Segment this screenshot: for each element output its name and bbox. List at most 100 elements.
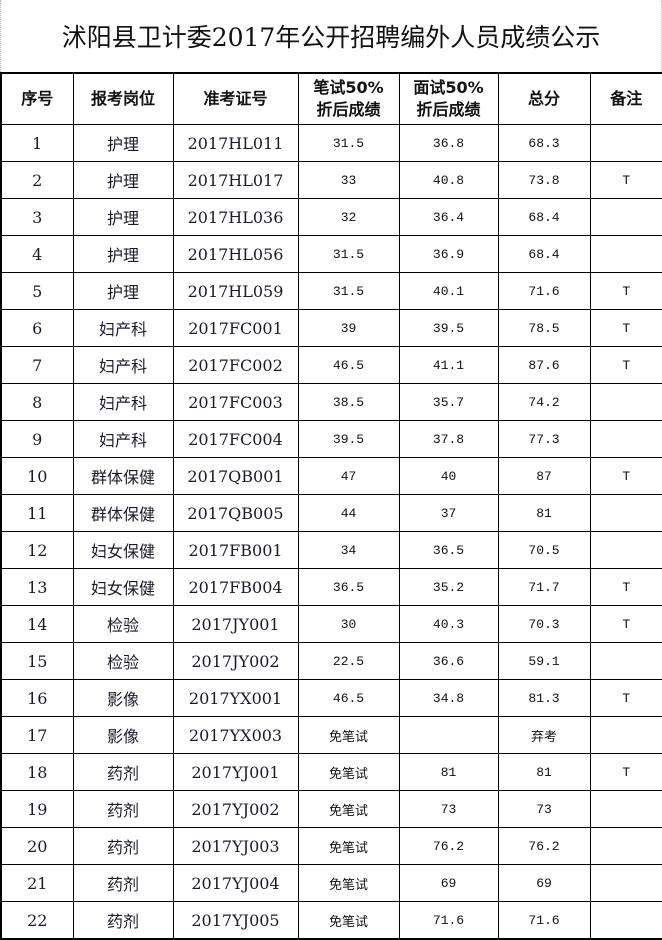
header-written-score: 笔试50% 折后成绩 <box>297 72 400 125</box>
cell-index: 10 <box>0 457 74 495</box>
cell-total: 68.3 <box>497 124 591 162</box>
cell-total: 弃考 <box>497 716 591 754</box>
cell-ticket: 2017HL056 <box>172 235 299 273</box>
cell-position: 护理 <box>72 235 174 273</box>
cell-interview-score: 40.8 <box>398 161 499 199</box>
cell-index: 5 <box>0 272 74 310</box>
cell-ticket: 2017JY002 <box>172 642 299 680</box>
table-row: 19 药剂 2017YJ002 免笔试 73 73 <box>0 790 662 828</box>
cell-total: 81.3 <box>497 679 591 717</box>
cell-remark: T <box>589 161 662 199</box>
cell-index: 2 <box>0 161 74 199</box>
cell-position: 检验 <box>72 642 174 680</box>
cell-position: 药剂 <box>72 753 174 791</box>
cell-total: 71.6 <box>497 901 591 940</box>
cell-remark <box>589 827 662 865</box>
cell-written-score: 免笔试 <box>297 790 400 828</box>
cell-remark <box>589 383 662 421</box>
cell-written-score: 31.5 <box>297 272 400 310</box>
cell-total: 71.7 <box>497 568 591 606</box>
cell-index: 11 <box>0 494 74 532</box>
header-row: 序号 报考岗位 准考证号 笔试50% 折后成绩 面试50% 折后成绩 总分 备注 <box>0 72 662 125</box>
cell-position: 药剂 <box>72 864 174 902</box>
table-row: 7 妇产科 2017FC002 46.5 41.1 87.6 T <box>0 346 662 384</box>
cell-position: 护理 <box>72 161 174 199</box>
cell-index: 1 <box>0 124 74 162</box>
header-remark: 备注 <box>589 72 662 125</box>
cell-written-score: 30 <box>297 605 400 643</box>
cell-position: 护理 <box>72 272 174 310</box>
table-row: 15 检验 2017JY002 22.5 36.6 59.1 <box>0 642 662 680</box>
cell-remark: T <box>589 309 662 347</box>
cell-position: 检验 <box>72 605 174 643</box>
cell-position: 妇女保健 <box>72 568 174 606</box>
cell-written-score: 免笔试 <box>297 827 400 865</box>
table-row: 17 影像 2017YX003 免笔试 弃考 <box>0 716 662 754</box>
cell-interview-score: 81 <box>398 753 499 791</box>
cell-interview-score: 40.3 <box>398 605 499 643</box>
cell-remark <box>589 531 662 569</box>
cell-written-score: 47 <box>297 457 400 495</box>
cell-written-score: 免笔试 <box>297 901 400 940</box>
cell-written-score: 32 <box>297 198 400 236</box>
cell-ticket: 2017YX001 <box>172 679 299 717</box>
cell-index: 14 <box>0 605 74 643</box>
header-position: 报考岗位 <box>72 72 174 125</box>
cell-ticket: 2017FB001 <box>172 531 299 569</box>
cell-remark: T <box>589 679 662 717</box>
cell-remark <box>589 420 662 458</box>
cell-written-score: 33 <box>297 161 400 199</box>
cell-position: 群体保健 <box>72 457 174 495</box>
cell-index: 4 <box>0 235 74 273</box>
cell-position: 护理 <box>72 198 174 236</box>
cell-total: 73 <box>497 790 591 828</box>
cell-remark <box>589 642 662 680</box>
cell-remark <box>589 494 662 532</box>
cell-interview-score: 36.9 <box>398 235 499 273</box>
cell-position: 影像 <box>72 679 174 717</box>
cell-ticket: 2017YX003 <box>172 716 299 754</box>
cell-total: 69 <box>497 864 591 902</box>
cell-index: 8 <box>0 383 74 421</box>
cell-ticket: 2017QB005 <box>172 494 299 532</box>
cell-written-score: 免笔试 <box>297 716 400 754</box>
table-row: 12 妇女保健 2017FB001 34 36.5 70.5 <box>0 531 662 569</box>
cell-ticket: 2017YJ003 <box>172 827 299 865</box>
cell-ticket: 2017FC001 <box>172 309 299 347</box>
cell-ticket: 2017YJ001 <box>172 753 299 791</box>
results-table: 序号 报考岗位 准考证号 笔试50% 折后成绩 面试50% 折后成绩 总分 备注 1 护理 20… <box>0 72 662 940</box>
cell-index: 7 <box>0 346 74 384</box>
cell-position: 群体保健 <box>72 494 174 532</box>
cell-interview-score: 71.6 <box>398 901 499 940</box>
header-ticket: 准考证号 <box>172 72 299 125</box>
cell-index: 9 <box>0 420 74 458</box>
cell-written-score: 免笔试 <box>297 864 400 902</box>
cell-interview-score: 69 <box>398 864 499 902</box>
cell-remark <box>589 790 662 828</box>
cell-index: 20 <box>0 827 74 865</box>
table-row: 8 妇产科 2017FC003 38.5 35.7 74.2 <box>0 383 662 421</box>
cell-interview-score: 36.5 <box>398 531 499 569</box>
cell-interview-score: 35.7 <box>398 383 499 421</box>
table-row: 2 护理 2017HL017 33 40.8 73.8 T <box>0 161 662 199</box>
cell-ticket: 2017YJ002 <box>172 790 299 828</box>
header-total: 总分 <box>497 72 591 125</box>
cell-ticket: 2017HL017 <box>172 161 299 199</box>
cell-remark <box>589 198 662 236</box>
cell-ticket: 2017QB001 <box>172 457 299 495</box>
table-row: 10 群体保健 2017QB001 47 40 87 T <box>0 457 662 495</box>
cell-total: 68.4 <box>497 235 591 273</box>
cell-interview-score: 37.8 <box>398 420 499 458</box>
cell-ticket: 2017FB004 <box>172 568 299 606</box>
cell-written-score: 38.5 <box>297 383 400 421</box>
page-title: 沭阳县卫计委2017年公开招聘编外人员成绩公示 <box>0 0 662 72</box>
cell-total: 70.5 <box>497 531 591 569</box>
table-row: 16 影像 2017YX001 46.5 34.8 81.3 T <box>0 679 662 717</box>
cell-total: 76.2 <box>497 827 591 865</box>
cell-ticket: 2017FC004 <box>172 420 299 458</box>
cell-written-score: 免笔试 <box>297 753 400 791</box>
cell-total: 77.3 <box>497 420 591 458</box>
cell-ticket: 2017HL011 <box>172 124 299 162</box>
header-interview-score: 面试50% 折后成绩 <box>398 72 499 125</box>
cell-total: 87.6 <box>497 346 591 384</box>
